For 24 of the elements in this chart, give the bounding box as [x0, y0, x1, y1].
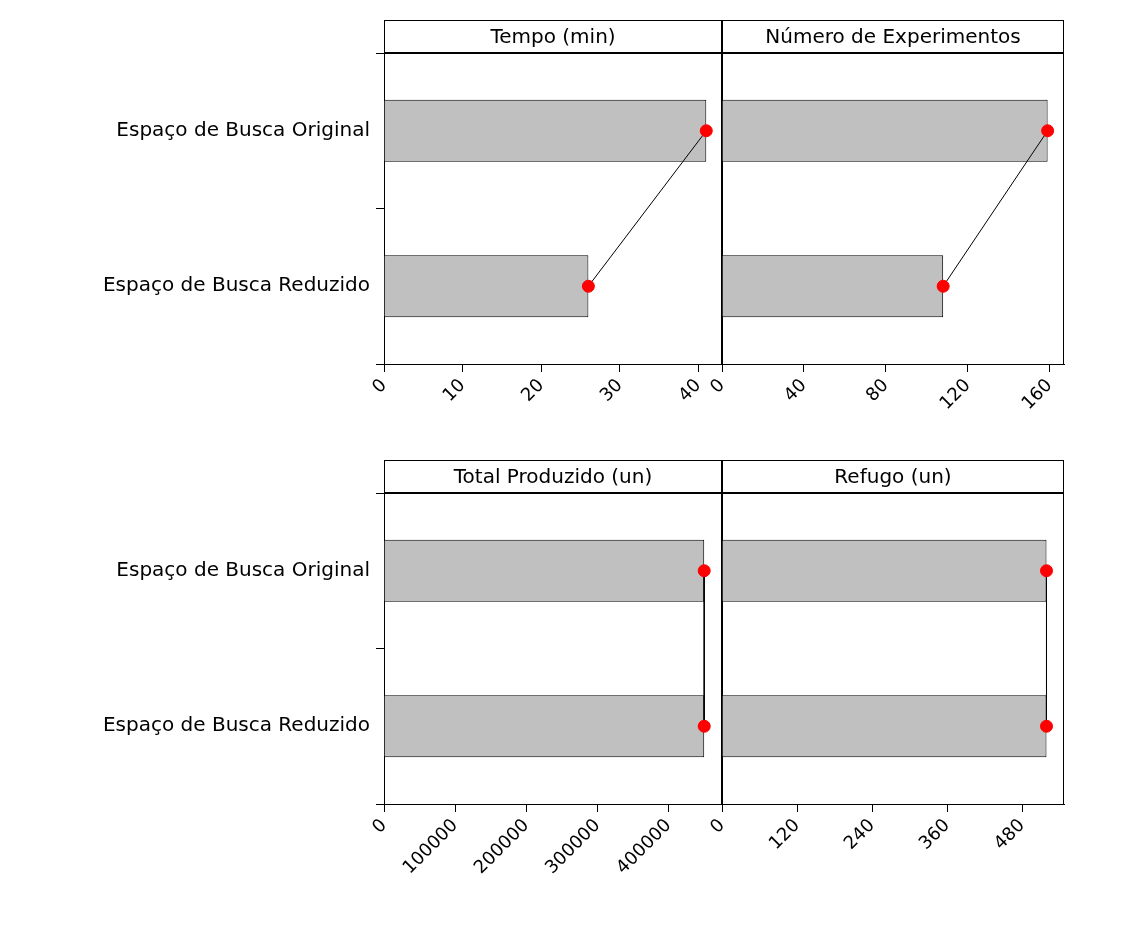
x-tick-label: 0: [705, 813, 729, 837]
y-tick-label: Espaço de Busca Original: [116, 556, 370, 581]
x-tick-label: 30: [594, 373, 626, 405]
chart-title: Tempo (min): [384, 20, 722, 53]
x-tick-label: 360: [914, 813, 954, 854]
x-tick-label: 0: [705, 373, 729, 397]
chart-title: Refugo (un): [722, 460, 1064, 493]
chart-title: Total Produzido (un): [384, 460, 722, 493]
x-tick-label: 240: [839, 813, 879, 854]
y-tick-label: Espaço de Busca Reduzido: [102, 712, 370, 737]
x-tick-label: 120: [934, 373, 974, 414]
x-tick-label: 120: [764, 813, 804, 854]
y-tick-label: Espaço de Busca Original: [116, 116, 370, 141]
chart-title: Número de Experimentos: [722, 20, 1064, 53]
y-tick-label: Espaço de Busca Reduzido: [102, 272, 370, 297]
x-tick-label: 10: [437, 373, 469, 405]
x-tick-label: 40: [779, 373, 811, 405]
x-tick-label: 80: [860, 373, 892, 405]
x-tick-label: 480: [989, 813, 1029, 854]
x-tick-label: 40: [673, 373, 705, 405]
x-tick-label: 0: [367, 373, 391, 397]
x-tick-label: 0: [367, 813, 391, 837]
x-tick-label: 160: [1016, 373, 1056, 414]
x-tick-label: 20: [516, 373, 548, 405]
